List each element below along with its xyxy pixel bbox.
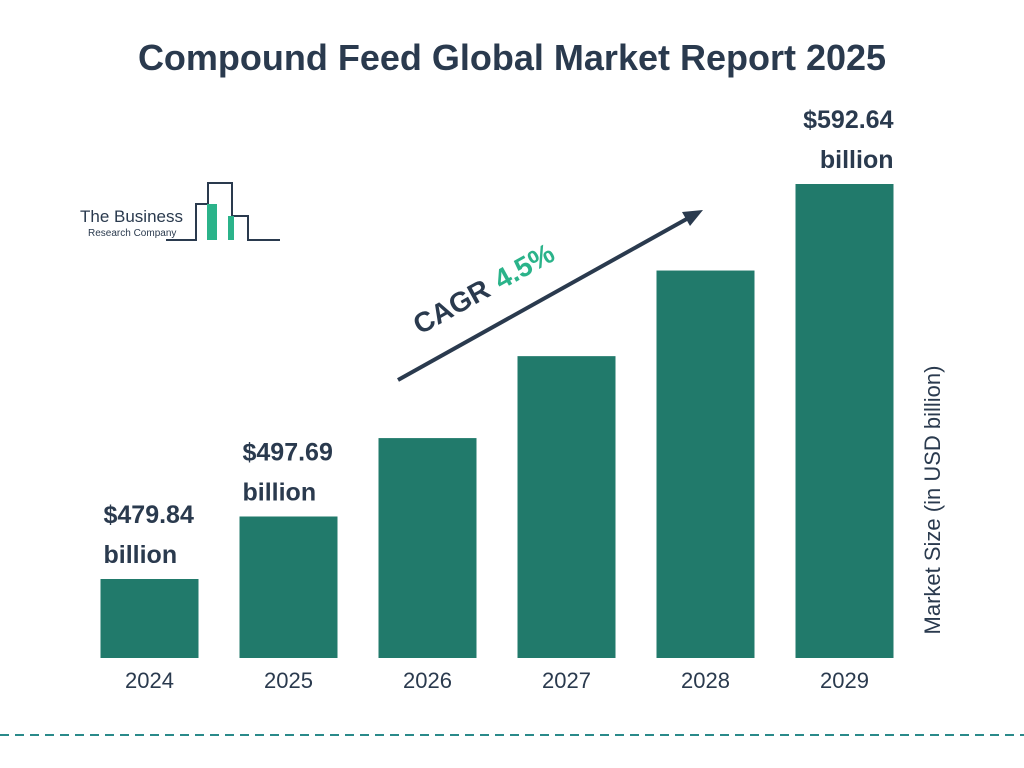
chart-title: Compound Feed Global Market Report 2025	[138, 37, 886, 78]
value-label: $479.84 billion	[104, 501, 194, 569]
x-tick-label: 2029	[820, 668, 869, 693]
bar	[100, 579, 199, 658]
bar	[795, 184, 894, 658]
bar	[517, 356, 616, 658]
arrow-head	[682, 210, 703, 226]
logo: The Business Research Company	[80, 182, 280, 241]
logo-bar	[228, 216, 234, 240]
bar	[378, 438, 477, 658]
x-tick-label: 2024	[125, 668, 174, 693]
x-tick-label: 2027	[542, 668, 591, 693]
value-label: $497.69 billion	[243, 438, 333, 506]
y-axis-label: Market Size (in USD billion)	[920, 366, 945, 635]
trend-arrow	[397, 214, 693, 382]
x-tick-label: 2025	[264, 668, 313, 693]
x-tick-label: 2026	[403, 668, 452, 693]
cagr-label: CAGR4.5%	[408, 237, 560, 340]
bar	[656, 270, 755, 658]
logo-subtext: Research Company	[88, 228, 176, 239]
logo-bar	[207, 204, 217, 240]
cagr-text: CAGR	[408, 273, 495, 340]
value-label: $592.64 billion	[803, 106, 893, 174]
bar	[239, 516, 338, 658]
cagr-value: 4.5%	[489, 237, 560, 295]
logo-outline	[166, 182, 280, 241]
x-tick-label: 2028	[681, 668, 730, 693]
logo-text: The Business	[80, 207, 183, 226]
